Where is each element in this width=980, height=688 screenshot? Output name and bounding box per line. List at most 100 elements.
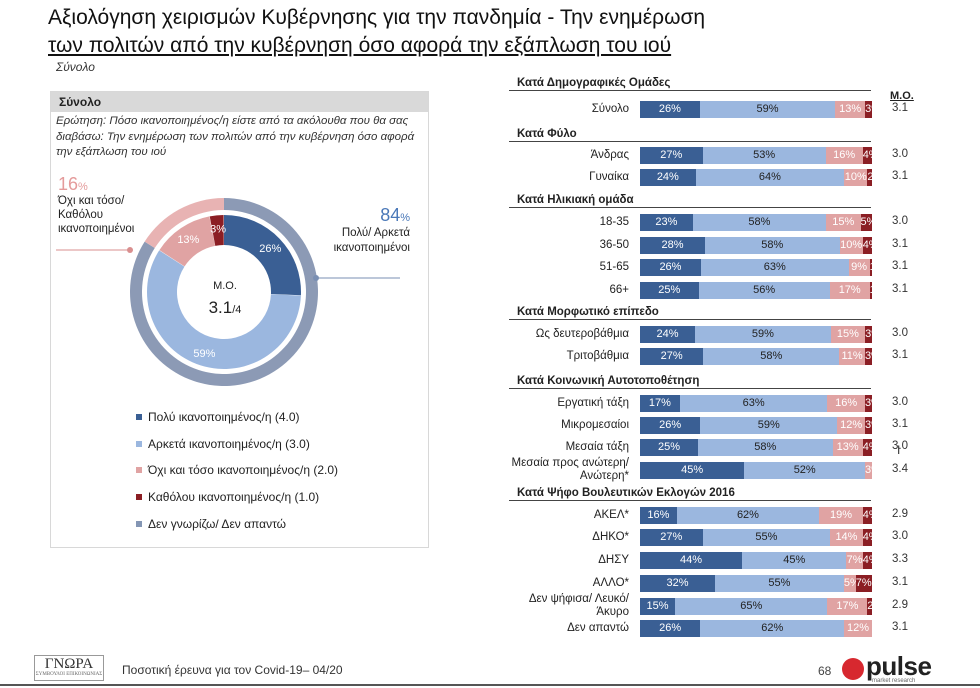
positive-label: Πολύ/ Αρκετά ικανοποιημένοι (333, 227, 410, 254)
bar-segment: 5% (860, 213, 872, 231)
row-label: ΔΗΣΥ (598, 553, 629, 566)
row-label: Μεσαία προς ανώτερη/ Ανώτερη* (511, 457, 629, 482)
mo-value: 3.1 (892, 170, 908, 182)
legend-item: Πολύ ικανοποιημένος/η (4.0) (136, 404, 338, 431)
center-value: 3.1/4 (190, 298, 260, 318)
bar-segment: 44% (640, 551, 743, 569)
stacked-bar: 45%52%3% (640, 461, 872, 479)
bar-segment: 3% (865, 325, 872, 343)
bar-segment: 27% (640, 146, 703, 164)
donut-slice-label: 3% (210, 223, 226, 235)
legend-label: Καθόλου ικανοποιημένος/η (1.0) (148, 490, 320, 505)
question-text: Ερώτηση: Πόσο ικανοποιημένος/η είστε από… (56, 115, 415, 158)
page-subtitle: Σύνολο (56, 60, 95, 74)
bar-segment: 55% (702, 528, 831, 546)
bar-segment: 59% (695, 325, 831, 343)
legend-item: Αρκετά ικανοποιημένος/η (3.0) (136, 431, 338, 458)
negative-leader-dot (127, 247, 133, 253)
bar-segment: 63% (700, 258, 849, 276)
bar-segment: 15% (830, 325, 866, 343)
legend-label: Δεν γνωρίζω/ Δεν απαντώ (148, 516, 287, 531)
legend-swatch (136, 440, 142, 447)
bar-segment: 52% (744, 461, 866, 479)
page-number: 68 (818, 664, 832, 678)
positive-percent-sign: % (400, 212, 410, 224)
bar-segment: 27% (640, 528, 703, 546)
bar-segment: 45% (640, 461, 745, 479)
mo-value: 3.0 (892, 396, 908, 408)
bar-segment: 62% (700, 619, 845, 637)
bar-segment: 4% (862, 236, 872, 254)
stacked-bar: 23%58%15%5% (640, 213, 872, 231)
mo-column-header: Μ.Ο. (890, 90, 914, 102)
legend-label: Πολύ ικανοποιημένος/η (4.0) (148, 410, 300, 425)
mo-value: 3.0 (892, 215, 908, 227)
bar-segment: 13% (835, 100, 866, 118)
legend-swatch (136, 520, 142, 527)
positive-percent: 84% (320, 206, 410, 226)
legend-swatch (136, 467, 142, 474)
bar-segment: 26% (640, 258, 701, 276)
positive-annotation: 84% Πολύ/ Αρκετά ικανοποιημένοι (320, 206, 410, 256)
bar-segment: 59% (699, 100, 836, 118)
bar-segment: 26% (640, 100, 700, 118)
donut-slice (159, 216, 216, 267)
bar-segment: 5% (843, 574, 856, 592)
legend-label: Όχι και τόσο ικανοποιημένος/η (2.0) (148, 463, 339, 478)
center-value-number: 3.1 (208, 298, 233, 317)
donut-slice (209, 215, 224, 246)
mo-value: 3.1 (892, 102, 908, 114)
bar-segment: 3% (865, 100, 872, 118)
row-label: Άνδρας (590, 148, 629, 161)
bar-segment: 17% (827, 597, 868, 615)
bar-segment: 32% (640, 574, 715, 592)
group-header: Κατά Ηλικιακή ομάδα (509, 194, 871, 208)
bar-segment: 2% (867, 597, 872, 615)
donut-slice-label: 59% (193, 348, 215, 360)
bar-segment: 1% (869, 281, 872, 299)
bar-segment: 15% (640, 597, 676, 615)
center-scale: /4 (232, 304, 242, 316)
stacked-bar: 44%45%7%4% (640, 551, 872, 569)
bar-segment: 9% (848, 258, 870, 276)
row-label: Ως δευτεροβάθμια (535, 327, 629, 340)
bar-segment: 3% (864, 394, 872, 412)
bar-segment: 58% (698, 438, 833, 456)
bar-segment: 10% (844, 168, 868, 186)
legend-item: Όχι και τόσο ικανοποιημένος/η (2.0) (136, 457, 338, 484)
bar-segment: 24% (640, 168, 696, 186)
mo-value: 3.0 (892, 440, 908, 452)
bar-segment: 12% (844, 619, 872, 637)
legend: Πολύ ικανοποιημένος/η (4.0) Αρκετά ικανοπ… (136, 404, 338, 537)
total-panel: Σύνολο (50, 91, 429, 548)
bar-segment: 62% (676, 506, 820, 524)
page-title: Αξιολόγηση χειρισμών Κυβέρνησης για την … (48, 4, 705, 60)
positive-leader-dot (313, 275, 319, 281)
donut-slice-label: 13% (177, 234, 199, 246)
group-header: Κατά Ψήφο Βουλευτικών Εκλογών 2016 (509, 487, 871, 501)
bar-segment: 16% (827, 394, 865, 412)
row-label: 36-50 (599, 238, 629, 251)
bar-segment: 25% (640, 438, 698, 456)
bar-segment: 16% (640, 506, 677, 524)
footer-divider (0, 684, 980, 686)
row-label: Μεσαία τάξη (565, 440, 629, 453)
stacked-bar: 17%63%16%3% (640, 394, 872, 412)
bar-segment: 63% (679, 394, 828, 412)
legend-swatch (136, 494, 142, 501)
outer-ring-negative (144, 198, 224, 249)
mo-value: 3.0 (892, 148, 908, 160)
row-label: Δεν απαντώ (567, 621, 629, 634)
bar-segment: 15% (826, 213, 861, 231)
bar-segment: 2% (867, 168, 872, 186)
row-label: 66+ (609, 283, 629, 296)
pulse-logo: pulse market research (842, 651, 952, 684)
mo-value: 3.1 (892, 260, 908, 272)
bar-segment: 26% (640, 416, 701, 434)
stacked-bar: 24%64%10%2% (640, 168, 872, 186)
bar-segment: 10% (839, 236, 863, 254)
gnora-logo: ΓΝΩΡΑ ΣΥΜΒΟΥΛΟΙ ΕΠΙΚΟΙΝΩΝΙΑΣ (34, 655, 104, 681)
row-label: Σύνολο (591, 102, 629, 115)
panel-header: Σύνολο (51, 92, 428, 112)
